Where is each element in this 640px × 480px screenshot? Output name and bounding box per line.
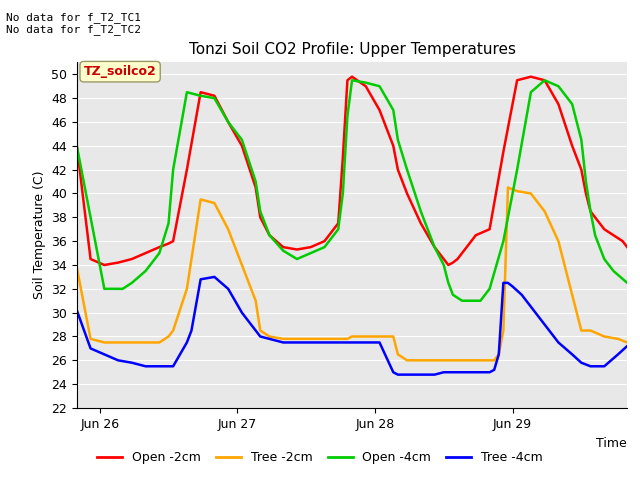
Text: TZ_soilco2: TZ_soilco2 xyxy=(84,65,157,78)
Text: No data for f_T2_TC2: No data for f_T2_TC2 xyxy=(6,24,141,35)
Y-axis label: Soil Temperature (C): Soil Temperature (C) xyxy=(33,171,45,300)
Title: Tonzi Soil CO2 Profile: Upper Temperatures: Tonzi Soil CO2 Profile: Upper Temperatur… xyxy=(189,42,515,57)
Text: No data for f_T2_TC1: No data for f_T2_TC1 xyxy=(6,12,141,23)
Text: Time: Time xyxy=(596,437,627,450)
Legend: Open -2cm, Tree -2cm, Open -4cm, Tree -4cm: Open -2cm, Tree -2cm, Open -4cm, Tree -4… xyxy=(92,446,548,469)
